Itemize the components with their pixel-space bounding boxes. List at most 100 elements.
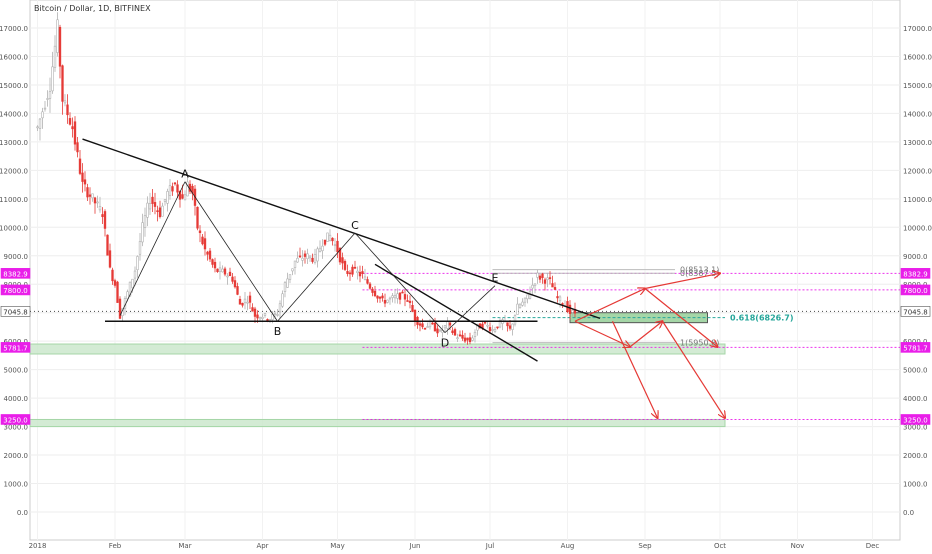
- candle-body: [71, 126, 74, 130]
- candle-body: [231, 276, 234, 282]
- candle-body: [346, 271, 349, 274]
- candle-body: [206, 251, 209, 255]
- fib-label: 1(5950.8): [680, 339, 719, 348]
- pattern-leg: [354, 232, 446, 333]
- candle-body: [81, 172, 84, 182]
- candle-body: [568, 304, 572, 314]
- candle-body: [336, 240, 339, 253]
- candle-body: [243, 298, 247, 304]
- candle-body: [186, 181, 189, 197]
- y-tick-label-right: 13000.0: [903, 139, 932, 147]
- candle-body: [253, 308, 257, 317]
- candle-body: [296, 257, 299, 263]
- candle-body: [546, 277, 549, 280]
- candles: [36, 12, 577, 345]
- candle-body: [541, 273, 544, 278]
- candle-body: [51, 66, 54, 92]
- candle-body: [391, 295, 394, 298]
- candle-body: [366, 279, 369, 284]
- candle-body: [201, 236, 204, 245]
- candle-body: [421, 323, 424, 328]
- candle-body: [248, 295, 252, 303]
- candle-body: [261, 316, 264, 319]
- price-tag-label: 5781.7: [3, 344, 28, 352]
- candle-body: [493, 328, 497, 332]
- candle-body: [111, 269, 114, 282]
- y-tick-label-right: 10000.0: [903, 224, 932, 232]
- candle-body: [281, 293, 284, 307]
- projection-arrow: [644, 273, 720, 290]
- candle-body: [233, 280, 237, 288]
- candle-body: [406, 300, 409, 302]
- candle-body: [476, 323, 479, 331]
- price-tag: [0, 268, 31, 279]
- candle-body: [238, 298, 242, 305]
- candle-body: [473, 331, 477, 337]
- y-tick-label-left: 4000.0: [4, 395, 29, 403]
- candle-body: [318, 247, 322, 252]
- candle-body: [291, 268, 294, 272]
- candle-body: [551, 283, 554, 288]
- y-tick-label-left: 2000.0: [4, 452, 29, 460]
- pattern-label-A: A: [181, 168, 189, 181]
- projection-arrow: [661, 320, 726, 418]
- support-zone: [29, 343, 726, 355]
- candle-body: [446, 320, 449, 329]
- candle-body: [171, 186, 174, 192]
- price-tag: [900, 342, 931, 353]
- y-tick-label-left: 9000.0: [4, 253, 29, 261]
- candle-body: [528, 291, 532, 299]
- y-tick-label-right: 1000.0: [903, 481, 928, 489]
- candle-body: [61, 65, 64, 102]
- candle-body: [198, 230, 202, 234]
- price-tag: [0, 342, 31, 353]
- candle-body: [343, 261, 347, 270]
- candle-body: [151, 196, 154, 204]
- candle-body: [78, 158, 82, 174]
- trendline: [82, 138, 601, 320]
- candle-body: [456, 337, 459, 339]
- candle-body: [106, 234, 109, 256]
- candle-body: [348, 272, 352, 275]
- pattern-label-C: C: [351, 219, 359, 232]
- y-tick-label-left: 1000.0: [4, 481, 29, 489]
- candle-body: [458, 334, 462, 337]
- candle-body: [328, 234, 332, 241]
- candle-body: [83, 179, 87, 185]
- candle-body: [126, 291, 129, 300]
- y-tick-label-right: 17000.0: [903, 25, 932, 33]
- candle-body: [63, 100, 67, 104]
- candle-body: [388, 297, 392, 300]
- candle-body: [368, 283, 372, 289]
- candle-body: [533, 283, 537, 287]
- candle-body: [561, 303, 564, 305]
- candle-body: [96, 201, 99, 204]
- candle-body: [116, 281, 119, 303]
- candle-body: [411, 305, 414, 312]
- y-tick-label-left: 17000.0: [0, 25, 28, 33]
- candle-body: [73, 121, 77, 145]
- candle-body: [196, 206, 199, 229]
- fib-label: 0.618(6826.7): [730, 314, 794, 323]
- candle-body: [213, 261, 217, 269]
- candle-body: [451, 330, 454, 333]
- candle-body: [161, 205, 164, 217]
- candle-body: [38, 118, 42, 129]
- candle-body: [463, 337, 467, 342]
- candle-body: [426, 326, 429, 328]
- price-tag: [900, 268, 931, 279]
- candle-body: [103, 211, 107, 229]
- candle-body: [218, 267, 222, 273]
- candle-body: [93, 197, 97, 204]
- candle-body: [376, 295, 379, 299]
- candle-body: [176, 184, 179, 193]
- candle-body: [443, 325, 447, 329]
- candle-body: [98, 206, 102, 211]
- pattern-label-E: E: [492, 272, 499, 285]
- candle-body: [316, 248, 319, 262]
- candle-body: [228, 271, 232, 277]
- candle-body: [221, 268, 224, 273]
- candle-body: [156, 210, 159, 212]
- candle-body: [431, 322, 434, 325]
- candle-body: [211, 259, 214, 265]
